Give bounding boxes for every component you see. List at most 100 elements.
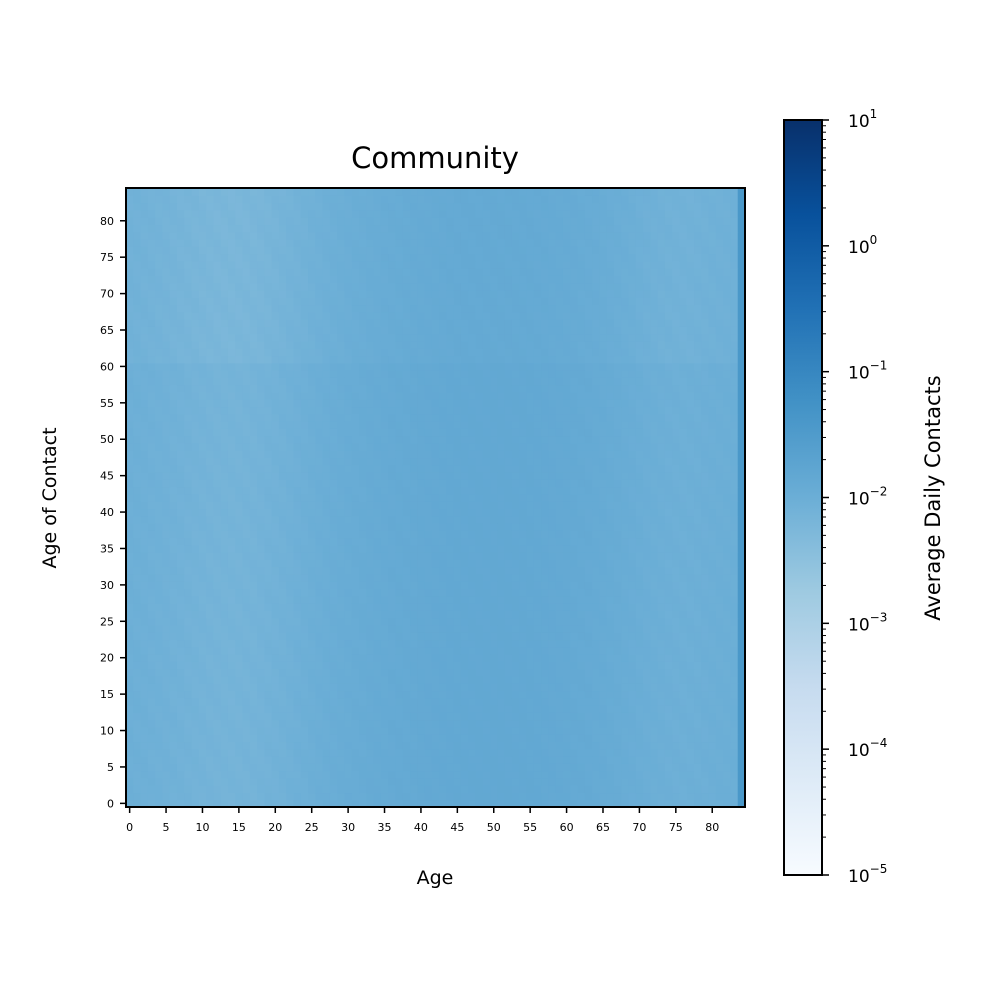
heatmap-cell bbox=[577, 493, 586, 502]
heatmap-cell bbox=[562, 595, 571, 604]
heatmap-cell bbox=[730, 399, 739, 408]
heatmap-cell bbox=[220, 719, 229, 728]
heatmap-cell bbox=[162, 792, 171, 801]
heatmap-cell bbox=[577, 654, 586, 662]
heatmap-cell bbox=[548, 785, 557, 794]
heatmap-cell bbox=[329, 442, 338, 451]
heatmap-cell bbox=[293, 464, 302, 473]
heatmap-cell bbox=[715, 683, 724, 692]
heatmap-cell bbox=[271, 603, 280, 611]
heatmap-cell bbox=[672, 435, 681, 444]
heatmap-cell bbox=[293, 741, 302, 750]
heatmap-cell bbox=[490, 770, 498, 779]
heatmap-cell bbox=[395, 675, 404, 684]
heatmap-cell bbox=[562, 406, 571, 415]
heatmap-cell bbox=[562, 632, 571, 641]
heatmap-cell bbox=[431, 726, 440, 735]
heatmap-cell bbox=[329, 522, 338, 531]
heatmap-cell bbox=[380, 472, 389, 480]
heatmap-cell bbox=[708, 501, 717, 510]
heatmap-cell bbox=[235, 377, 244, 386]
heatmap-cell bbox=[300, 391, 309, 400]
heatmap-cell bbox=[191, 668, 200, 677]
heatmap-cell bbox=[730, 493, 739, 502]
heatmap-cell bbox=[359, 435, 367, 444]
heatmap-cell bbox=[242, 748, 251, 757]
heatmap-cell bbox=[555, 530, 564, 539]
heatmap-cell bbox=[686, 610, 695, 619]
heatmap-cell bbox=[286, 624, 295, 633]
heatmap-cell bbox=[679, 428, 688, 437]
heatmap-cell bbox=[643, 421, 651, 429]
heatmap-cell bbox=[599, 595, 608, 604]
heatmap-cell bbox=[613, 792, 622, 801]
heatmap-cell bbox=[672, 668, 681, 677]
heatmap-cell bbox=[242, 501, 251, 510]
heatmap-cell bbox=[213, 442, 222, 451]
heatmap-cell bbox=[599, 799, 608, 808]
heatmap-cell bbox=[431, 559, 440, 568]
heatmap-cell bbox=[468, 654, 477, 662]
heatmap-cell bbox=[431, 617, 440, 626]
heatmap-cell bbox=[278, 442, 287, 451]
heatmap-cell bbox=[322, 522, 331, 531]
heatmap-cell bbox=[737, 508, 746, 517]
heatmap-cell bbox=[511, 384, 520, 393]
heatmap-cell bbox=[460, 697, 469, 706]
heatmap-cell bbox=[657, 442, 666, 451]
heatmap-cell bbox=[133, 399, 142, 408]
heatmap-cell bbox=[155, 683, 164, 692]
heatmap-cell bbox=[264, 785, 273, 794]
heatmap-cell bbox=[300, 421, 309, 429]
heatmap-cell bbox=[664, 566, 673, 575]
heatmap-cell bbox=[555, 566, 564, 575]
heatmap-cell bbox=[439, 421, 448, 429]
heatmap-cell bbox=[599, 705, 608, 713]
heatmap-cell bbox=[417, 522, 426, 531]
heatmap-cell bbox=[446, 763, 455, 772]
heatmap-cell bbox=[613, 391, 622, 400]
heatmap-cell bbox=[264, 472, 273, 480]
heatmap-cell bbox=[133, 668, 142, 677]
heatmap-cell bbox=[235, 552, 244, 560]
heatmap-cell bbox=[337, 421, 346, 429]
heatmap-cell bbox=[679, 493, 688, 502]
heatmap-cell bbox=[278, 530, 287, 539]
heatmap-cell bbox=[628, 421, 637, 429]
heatmap-cell bbox=[278, 741, 287, 750]
heatmap-cell bbox=[606, 756, 615, 764]
heatmap-cell bbox=[351, 384, 360, 393]
heatmap-cell bbox=[271, 595, 280, 604]
heatmap-cell bbox=[453, 799, 462, 808]
heatmap-cell bbox=[133, 763, 142, 772]
heatmap-cell bbox=[723, 697, 732, 706]
heatmap-cell bbox=[315, 734, 324, 743]
heatmap-cell bbox=[329, 413, 338, 422]
heatmap-cell bbox=[337, 464, 346, 473]
heatmap-cell bbox=[723, 581, 732, 590]
heatmap-cell bbox=[213, 566, 222, 575]
heatmap-cell bbox=[140, 675, 149, 684]
heatmap-cell bbox=[206, 421, 214, 429]
heatmap-cell bbox=[315, 472, 324, 480]
heatmap-cell bbox=[715, 384, 724, 393]
heatmap-cell bbox=[555, 479, 564, 488]
heatmap-cell bbox=[395, 573, 404, 582]
heatmap-cell bbox=[380, 406, 389, 415]
heatmap-cell bbox=[380, 435, 389, 444]
heatmap-cell bbox=[351, 522, 360, 531]
heatmap-cell bbox=[650, 442, 659, 451]
heatmap-cell bbox=[439, 595, 448, 604]
heatmap-cell bbox=[176, 690, 185, 699]
heatmap-cell bbox=[635, 566, 644, 575]
heatmap-cell bbox=[708, 537, 717, 546]
heatmap-cell bbox=[453, 435, 462, 444]
heatmap-cell bbox=[410, 624, 418, 633]
heatmap-cell bbox=[235, 617, 244, 626]
heatmap-cell bbox=[701, 726, 710, 735]
heatmap-cell bbox=[628, 559, 637, 568]
heatmap-cell bbox=[460, 486, 469, 495]
heatmap-cell bbox=[315, 391, 324, 400]
heatmap-cell bbox=[366, 464, 375, 473]
heatmap-cell bbox=[526, 428, 535, 437]
